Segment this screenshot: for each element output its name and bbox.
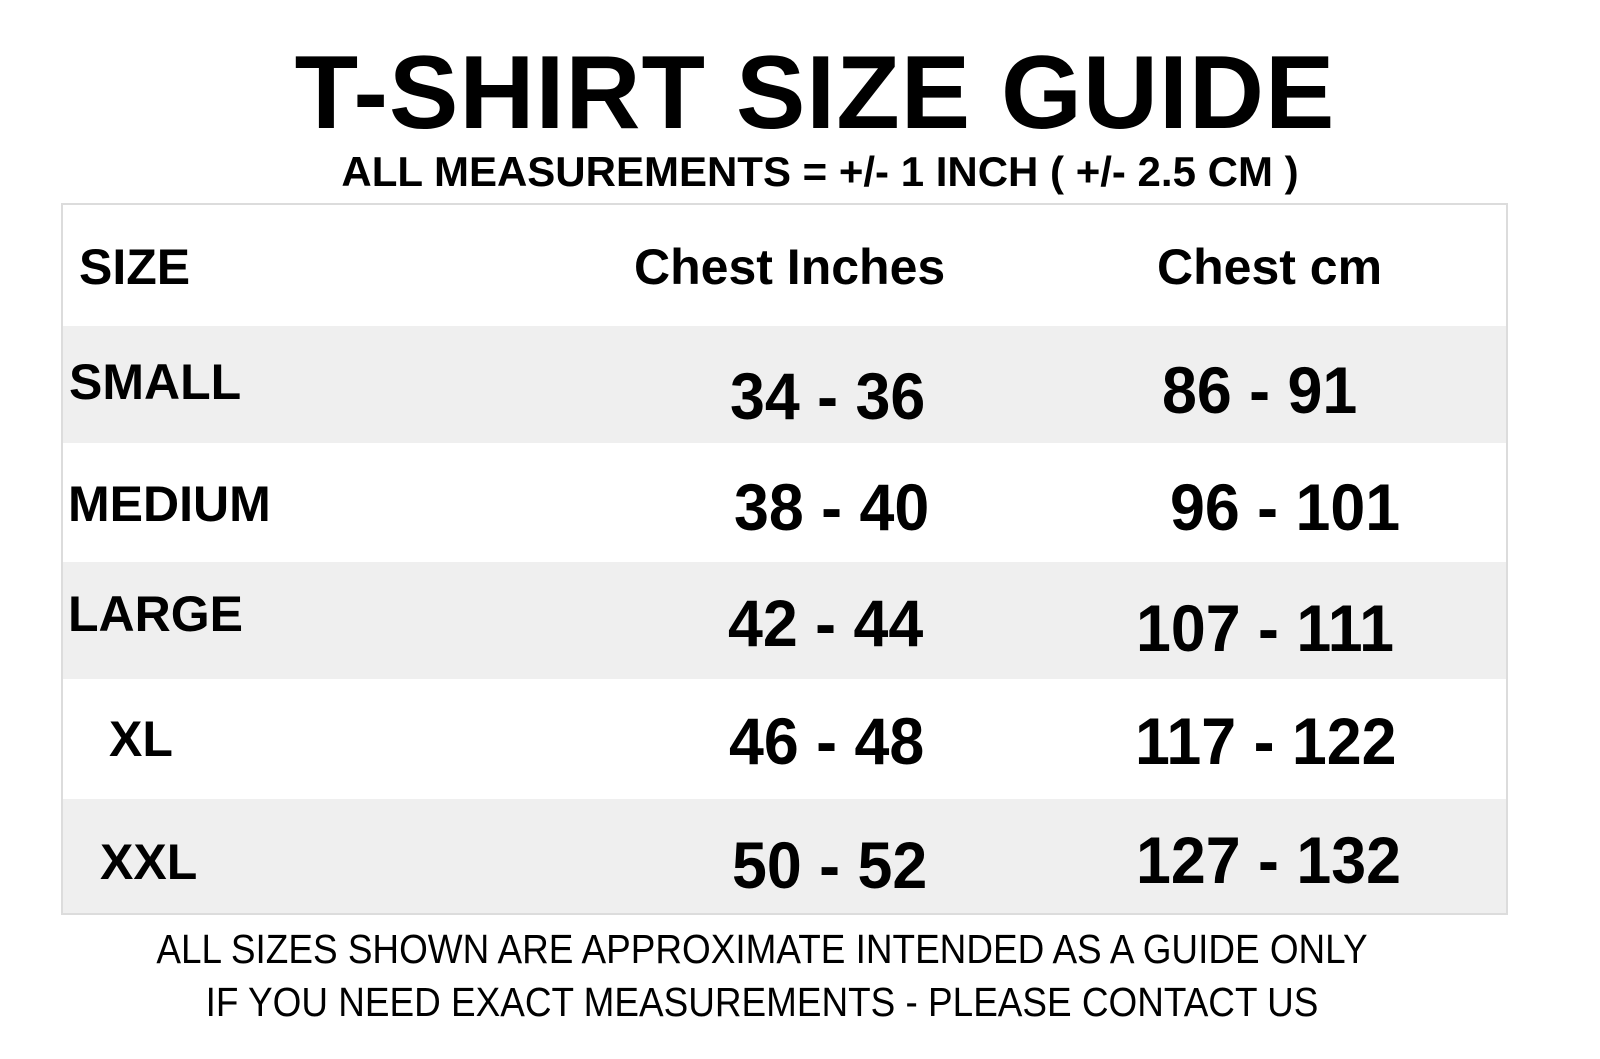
size-label: XXL [100, 834, 198, 890]
size-label: SMALL [69, 354, 242, 410]
size-table: SIZE Chest Inches Chest cm SMALL 34 - 36… [61, 203, 1508, 915]
size-label: XL [109, 711, 173, 767]
table-row: XXL 50 - 52 127 - 132 [63, 799, 1506, 913]
table-row: LARGE 42 - 44 107 - 111 [63, 562, 1506, 679]
page-subtitle: ALL MEASUREMENTS = +/- 1 INCH ( +/- 2.5 … [341, 148, 1299, 195]
chest-inches: 42 - 44 [728, 586, 924, 660]
table-header-row: SIZE Chest Inches Chest cm [63, 205, 1506, 326]
footer-disclaimer: ALL SIZES SHOWN ARE APPROXIMATE INTENDED… [156, 926, 1368, 972]
chest-cm: 117 - 122 [1135, 704, 1397, 778]
table-row: MEDIUM 38 - 40 96 - 101 [63, 443, 1506, 562]
header-size: SIZE [79, 239, 191, 295]
chest-inches: 38 - 40 [734, 470, 930, 544]
chest-cm: 107 - 111 [1136, 591, 1395, 665]
header-chest-inches: Chest Inches [634, 239, 946, 295]
size-label: MEDIUM [68, 476, 271, 532]
chest-inches: 34 - 36 [730, 359, 926, 433]
chest-cm: 86 - 91 [1162, 353, 1358, 427]
chest-cm: 127 - 132 [1136, 823, 1401, 897]
size-label: LARGE [68, 586, 243, 642]
chest-inches: 46 - 48 [729, 704, 925, 778]
chest-cm: 96 - 101 [1170, 470, 1401, 544]
table-row: XL 46 - 48 117 - 122 [63, 679, 1506, 799]
table-row: SMALL 34 - 36 86 - 91 [63, 326, 1506, 443]
chest-inches: 50 - 52 [732, 828, 928, 902]
header-chest-cm: Chest cm [1157, 239, 1383, 295]
footer-contact: IF YOU NEED EXACT MEASUREMENTS - PLEASE … [205, 979, 1319, 1025]
page-title: T-SHIRT SIZE GUIDE [294, 35, 1336, 151]
